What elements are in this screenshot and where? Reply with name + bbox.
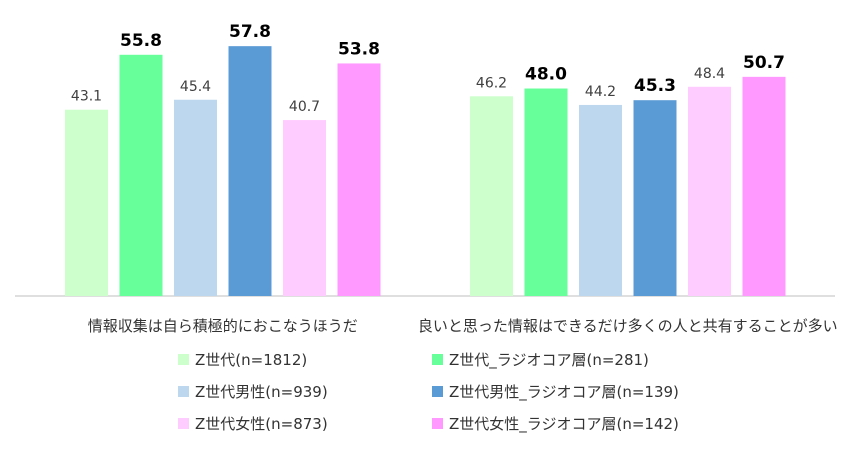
legend-swatch-4 xyxy=(178,418,189,429)
legend-swatch-2 xyxy=(178,386,189,397)
bar-c1-s3 xyxy=(633,100,677,296)
value-label-c0-s4: 40.7 xyxy=(289,99,320,115)
value-label-c0-s1: 55.8 xyxy=(120,31,162,51)
bar-c0-s2 xyxy=(174,99,217,296)
legend-swatch-0 xyxy=(178,354,189,365)
legend: Z世代(n=1812) Z世代_ラジオコア層(n=281) Z世代男性(n=939)… xyxy=(178,351,679,434)
category-label-0: 情報収集は自ら積極的におこなうほうだ xyxy=(88,317,358,335)
legend-label-3: Z世代男性_ラジオコア層(n=139) xyxy=(449,383,679,402)
legend-swatch-5 xyxy=(432,418,443,429)
value-label-c1-s4: 48.4 xyxy=(694,66,725,82)
bar-c0-s0 xyxy=(65,109,108,296)
value-label-c1-s3: 45.3 xyxy=(634,76,676,96)
bar-c1-s1 xyxy=(524,88,568,296)
bar-c1-s4 xyxy=(688,86,731,296)
bar-c1-s2 xyxy=(579,104,622,297)
bar-c0-s4 xyxy=(283,120,326,296)
bar-c1-s5 xyxy=(742,76,786,297)
bar-c1-s0 xyxy=(470,96,513,296)
value-label-c1-s2: 44.2 xyxy=(585,84,616,100)
value-label-c0-s5: 53.8 xyxy=(338,39,380,59)
value-label-c0-s3: 57.8 xyxy=(229,22,271,42)
category-labels-layer: 情報収集は自ら積極的におこなうほうだ 良いと思った情報はできるだけ多くの人と共有す… xyxy=(88,317,838,335)
legend-label-1: Z世代_ラジオコア層(n=281) xyxy=(449,351,649,370)
value-labels-layer: 43.1 55.8 45.4 57.8 40.7 53.8 46.2 48.0 44.2 45.3… xyxy=(71,22,785,115)
legend-label-2: Z世代男性(n=939) xyxy=(195,383,328,401)
value-label-c1-s1: 48.0 xyxy=(525,65,567,85)
value-label-c1-s0: 46.2 xyxy=(476,75,507,91)
legend-label-5: Z世代女性_ラジオコア層(n=142) xyxy=(449,415,679,434)
category-label-1: 良いと思った情報はできるだけ多くの人と共有することが多い xyxy=(418,317,838,335)
value-label-c0-s0: 43.1 xyxy=(71,89,102,105)
bar-c0-s3 xyxy=(228,46,272,296)
bars-layer xyxy=(65,46,786,297)
bar-c0-s5 xyxy=(337,63,381,296)
legend-label-4: Z世代女性(n=873) xyxy=(195,415,328,433)
legend-swatch-3 xyxy=(432,386,443,397)
value-label-c1-s5: 50.7 xyxy=(743,53,785,73)
bar-c0-s1 xyxy=(119,54,163,296)
legend-swatch-1 xyxy=(432,354,443,365)
value-label-c0-s2: 45.4 xyxy=(180,79,211,95)
legend-label-0: Z世代(n=1812) xyxy=(195,351,307,369)
